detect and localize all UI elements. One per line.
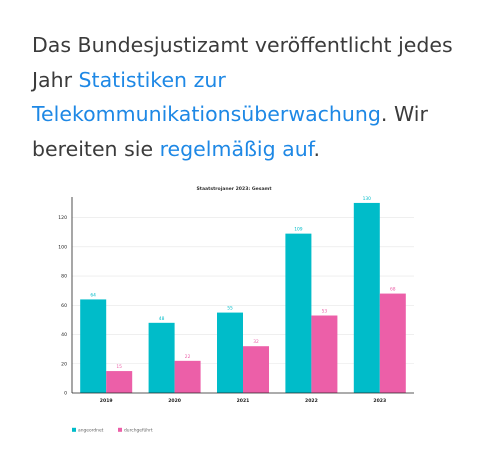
y-tick-label: 20 (61, 361, 67, 367)
chart-title: Staatstrojaner 2023: Gesamt (196, 186, 272, 192)
data-labels: 64 15 48 22 55 32 109 53 130 68 (90, 196, 395, 370)
legend-label: durchgeführt (124, 428, 153, 434)
legend-label: angeordnet (78, 428, 104, 434)
y-axis: 0 20 40 60 80 100 120 (58, 197, 73, 397)
x-tick-label: 2019 (100, 398, 113, 404)
data-label: 109 (294, 227, 303, 233)
x-tick-label: 2020 (168, 398, 181, 404)
data-label: 64 (90, 292, 96, 298)
bar-angeordnet-2022[interactable] (285, 233, 312, 393)
data-label: 68 (390, 287, 396, 293)
y-tick-label: 60 (61, 303, 67, 309)
x-tick-label: 2022 (305, 398, 318, 404)
bar-durchgefuehrt-2022[interactable] (311, 315, 338, 393)
data-label: 130 (363, 196, 372, 202)
data-label: 32 (253, 339, 259, 345)
y-tick-label: 80 (61, 274, 67, 280)
x-tick-label: 2023 (373, 398, 386, 404)
y-tick-label: 120 (58, 215, 67, 221)
data-label: 53 (322, 309, 328, 315)
data-label: 55 (227, 306, 233, 312)
y-tick-label: 100 (58, 244, 67, 250)
chart-bars (80, 202, 406, 393)
intro-text-1: Das Bundesjustizamt veröffentlicht jedes… (32, 33, 453, 92)
y-tick-label: 40 (61, 332, 67, 338)
intro-text-2: . Wir bereiten sie (32, 102, 428, 161)
intro-paragraph: Das Bundesjustizamt veröffentlicht jedes… (32, 28, 472, 166)
legend-swatch (72, 427, 76, 432)
regularly-link[interactable]: regelmäßig auf (159, 136, 314, 161)
bar-angeordnet-2021[interactable] (217, 312, 243, 393)
bar-angeordnet-2019[interactable] (80, 299, 107, 393)
bar-durchgefuehrt-2023[interactable] (379, 293, 406, 393)
data-label: 48 (159, 316, 165, 322)
legend-swatch (118, 427, 122, 432)
x-tick-label: 2021 (237, 398, 250, 404)
data-label: 15 (116, 364, 122, 370)
bar-durchgefuehrt-2021[interactable] (243, 346, 269, 393)
x-axis: 2019 2020 2021 2022 2023 (72, 392, 414, 404)
bar-durchgefuehrt-2020[interactable] (174, 360, 201, 393)
chart-legend: angeordnet durchgeführt (72, 428, 153, 434)
y-tick-label: 0 (64, 391, 67, 397)
bar-angeordnet-2023[interactable] (353, 202, 380, 393)
data-label: 22 (185, 354, 191, 360)
bar-angeordnet-2020[interactable] (148, 322, 175, 393)
bar-durchgefuehrt-2019[interactable] (106, 371, 133, 393)
bar-chart: Staatstrojaner 2023: Gesamt 0 20 40 60 80 100… (58, 186, 414, 434)
statistics-link[interactable]: Statistiken zur Telekommunikationsüberwa… (32, 67, 381, 127)
intro-text-3: . (313, 136, 320, 161)
